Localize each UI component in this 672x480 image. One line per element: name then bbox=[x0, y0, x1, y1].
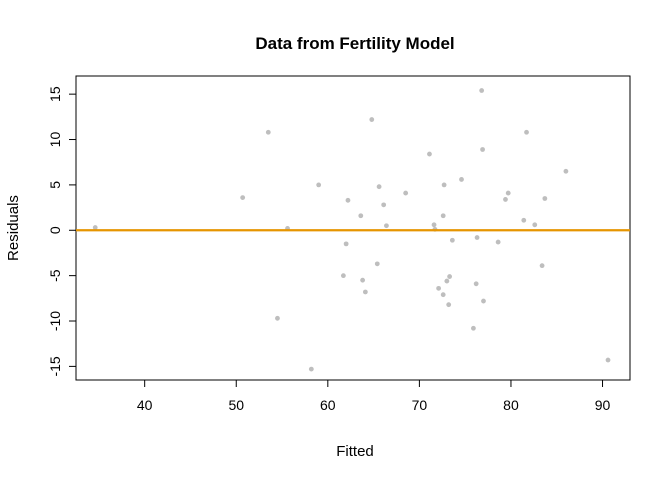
y-axis: -15 -10 -5 0 5 10 15 bbox=[47, 86, 77, 377]
data-point bbox=[384, 223, 389, 229]
data-point bbox=[479, 88, 485, 93]
data-point bbox=[265, 129, 271, 135]
data-point bbox=[340, 273, 346, 279]
data-point bbox=[444, 278, 450, 284]
y-tick-label: -10 bbox=[47, 311, 63, 331]
y-tick-label: -15 bbox=[47, 356, 63, 376]
x-tick-label: 90 bbox=[595, 397, 611, 413]
data-point bbox=[376, 184, 382, 190]
data-point bbox=[524, 129, 529, 135]
x-axis-label: Fitted bbox=[336, 443, 374, 460]
data-point bbox=[480, 147, 485, 152]
y-tick-label: -5 bbox=[47, 269, 63, 282]
x-tick-label: 60 bbox=[320, 397, 336, 413]
x-tick-label: 70 bbox=[412, 397, 428, 413]
y-tick-label: 15 bbox=[47, 86, 63, 102]
data-point bbox=[381, 202, 387, 208]
data-point bbox=[473, 281, 479, 287]
data-point bbox=[503, 197, 508, 202]
data-point bbox=[532, 222, 538, 228]
data-point bbox=[449, 237, 455, 243]
data-point bbox=[440, 292, 446, 298]
y-axis-label: Residuals bbox=[5, 195, 22, 261]
data-point bbox=[495, 239, 501, 245]
chart-title: Data from Fertility Model bbox=[255, 34, 454, 53]
data-point bbox=[240, 195, 246, 201]
data-point bbox=[447, 274, 453, 279]
data-point bbox=[542, 196, 548, 201]
data-point bbox=[521, 217, 527, 223]
data-point bbox=[505, 190, 511, 196]
data-point bbox=[436, 285, 442, 291]
data-point bbox=[431, 222, 437, 228]
data-point bbox=[360, 277, 366, 283]
x-tick-label: 80 bbox=[503, 397, 519, 413]
x-tick-label: 40 bbox=[137, 397, 153, 413]
data-point bbox=[369, 117, 375, 122]
y-tick-label: 0 bbox=[47, 226, 63, 234]
data-point bbox=[275, 315, 280, 321]
data-point bbox=[374, 261, 380, 267]
data-point bbox=[471, 325, 476, 331]
data-point bbox=[343, 241, 349, 247]
data-point bbox=[403, 190, 409, 196]
data-point bbox=[446, 302, 452, 308]
data-point bbox=[474, 235, 480, 240]
data-point bbox=[605, 357, 611, 363]
data-point bbox=[441, 182, 447, 188]
data-point bbox=[459, 177, 464, 182]
data-point bbox=[358, 213, 364, 219]
x-tick-label: 50 bbox=[228, 397, 244, 413]
data-point bbox=[563, 168, 569, 174]
x-axis: 40 50 60 70 80 90 bbox=[137, 379, 611, 413]
data-point bbox=[440, 213, 446, 219]
data-point bbox=[316, 182, 322, 188]
plot-frame bbox=[75, 75, 631, 381]
data-point bbox=[362, 289, 368, 295]
data-point bbox=[92, 225, 98, 230]
data-point bbox=[481, 298, 486, 304]
y-tick-label: 5 bbox=[47, 181, 63, 189]
y-tick-label: 10 bbox=[47, 132, 63, 148]
data-point bbox=[539, 263, 545, 269]
data-point bbox=[345, 197, 351, 203]
data-point bbox=[308, 366, 314, 372]
data-point bbox=[427, 151, 432, 157]
